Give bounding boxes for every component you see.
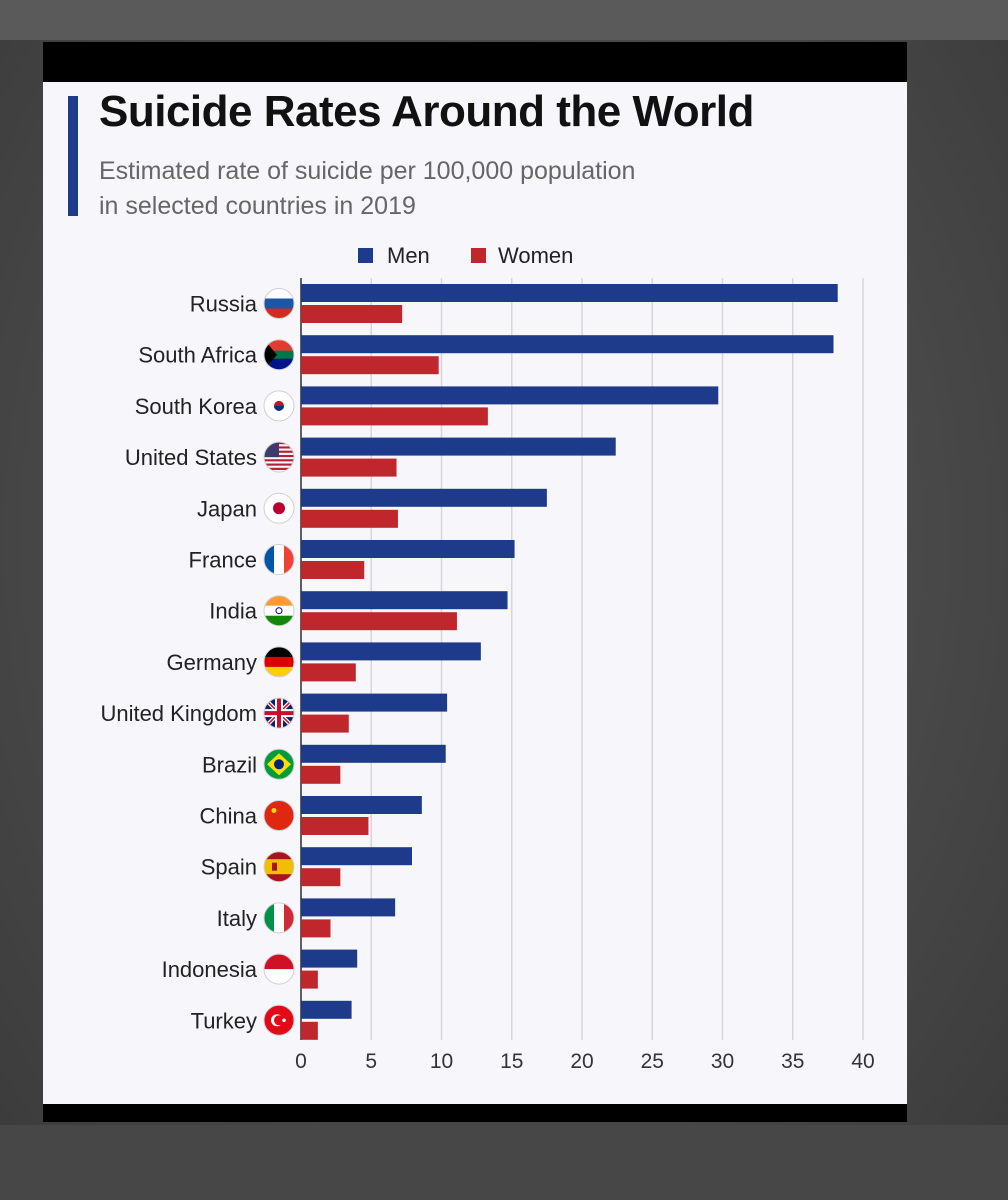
bar-men-india: [301, 591, 508, 610]
country-label-japan: Japan: [197, 496, 257, 521]
country-label-south-africa: South Africa: [138, 343, 257, 368]
bar-men-brazil: [301, 744, 446, 763]
country-flags: [263, 288, 295, 1036]
bar-women-spain: [301, 868, 341, 887]
flag-russia-icon: [263, 288, 295, 319]
bar-men-china: [301, 796, 422, 814]
flag-france-icon: [263, 544, 295, 575]
legend-label-men: Men: [387, 243, 430, 268]
country-label-turkey: Turkey: [191, 1008, 257, 1033]
bar-women-south-korea: [301, 407, 488, 426]
top-black-bar: [43, 42, 907, 82]
bar-men-italy: [301, 898, 396, 917]
subtitle-line-1: Estimated rate of suicide per 100,000 po…: [99, 157, 636, 185]
country-label-indonesia: Indonesia: [162, 957, 258, 982]
country-label-france: France: [189, 548, 257, 573]
flag-united-states-icon: [263, 441, 295, 473]
bar-men-united-kingdom: [301, 693, 448, 712]
bar-chart: Men Women Russia South Africa South Korea U…: [100, 243, 875, 1073]
bar-men-south-korea: [301, 386, 719, 405]
chart-subtitle: Estimated rate of suicide per 100,000 po…: [99, 154, 799, 224]
bar-women-south-africa: [301, 356, 439, 375]
bar-women-united-kingdom: [301, 714, 349, 733]
bar-women-germany: [301, 663, 356, 682]
x-tick-label: 10: [430, 1050, 453, 1073]
x-tick-label: 40: [851, 1050, 874, 1073]
bar-women-france: [301, 561, 365, 579]
x-tick-label: 15: [500, 1050, 523, 1073]
x-tick-label: 30: [711, 1050, 734, 1073]
x-tick-label: 0: [295, 1050, 307, 1073]
legend-label-women: Women: [498, 243, 573, 268]
background-top: [0, 0, 1008, 40]
flag-china-icon: [263, 800, 295, 831]
flag-japan-icon: [263, 492, 295, 524]
country-label-india: India: [209, 599, 257, 624]
flag-spain-icon: [263, 851, 295, 883]
bar-women-china: [301, 817, 369, 835]
country-label-spain: Spain: [201, 855, 257, 880]
bar-men-russia: [301, 284, 838, 302]
title-accent-bar: [68, 96, 78, 216]
x-tick-label: 5: [365, 1050, 377, 1073]
bar-men-germany: [301, 642, 481, 661]
x-axis-ticks: 0 5 10 15 20 25 30 35 40: [295, 1050, 875, 1073]
legend-swatch-women: [471, 248, 486, 263]
x-tick-label: 20: [570, 1050, 593, 1073]
flag-italy-icon: [263, 902, 295, 934]
flag-germany-icon: [263, 646, 295, 678]
country-label-south-korea: South Korea: [135, 394, 258, 419]
flag-india-icon: [263, 595, 295, 627]
country-label-brazil: Brazil: [202, 752, 257, 777]
country-label-italy: Italy: [217, 906, 257, 931]
subtitle-line-2: in selected countries in 2019: [99, 192, 416, 220]
country-labels: Russia South Africa South Korea United Stat…: [100, 292, 257, 1034]
bar-men-spain: [301, 847, 412, 866]
legend-swatch-men: [358, 248, 373, 263]
bars: [301, 284, 838, 1040]
legend: Men Women: [358, 243, 573, 268]
flag-south-africa-icon: [263, 339, 295, 371]
bar-men-japan: [301, 488, 547, 507]
country-label-united-kingdom: United Kingdom: [100, 701, 257, 726]
bar-women-italy: [301, 919, 331, 938]
flag-brazil-icon: [263, 748, 295, 780]
bar-men-united-states: [301, 437, 616, 456]
flag-united-kingdom-icon: [263, 697, 295, 729]
flag-south-korea-icon: [263, 390, 295, 422]
bar-women-russia: [301, 305, 403, 323]
country-label-china: China: [200, 804, 258, 829]
country-label-united-states: United States: [125, 445, 257, 470]
infographic-card: Suicide Rates Around the World Estimated…: [43, 42, 907, 1122]
bar-women-turkey: [301, 1021, 318, 1040]
bar-women-indonesia: [301, 970, 318, 989]
x-tick-label: 25: [641, 1050, 664, 1073]
country-label-germany: Germany: [167, 650, 257, 675]
bar-women-japan: [301, 509, 398, 528]
x-tick-label: 35: [781, 1050, 804, 1073]
bar-women-brazil: [301, 765, 341, 784]
flag-turkey-icon: [263, 1004, 295, 1036]
background-bottom: [0, 1125, 1008, 1200]
bar-men-south-africa: [301, 335, 834, 354]
bar-men-france: [301, 540, 515, 558]
bar-men-turkey: [301, 1000, 352, 1019]
bar-men-indonesia: [301, 949, 358, 968]
bar-women-india: [301, 612, 457, 631]
flag-indonesia-icon: [263, 953, 295, 985]
bottom-black-bar: [43, 1104, 907, 1122]
bar-women-united-states: [301, 458, 397, 477]
country-label-russia: Russia: [190, 292, 258, 317]
chart-title: Suicide Rates Around the World: [99, 87, 754, 136]
